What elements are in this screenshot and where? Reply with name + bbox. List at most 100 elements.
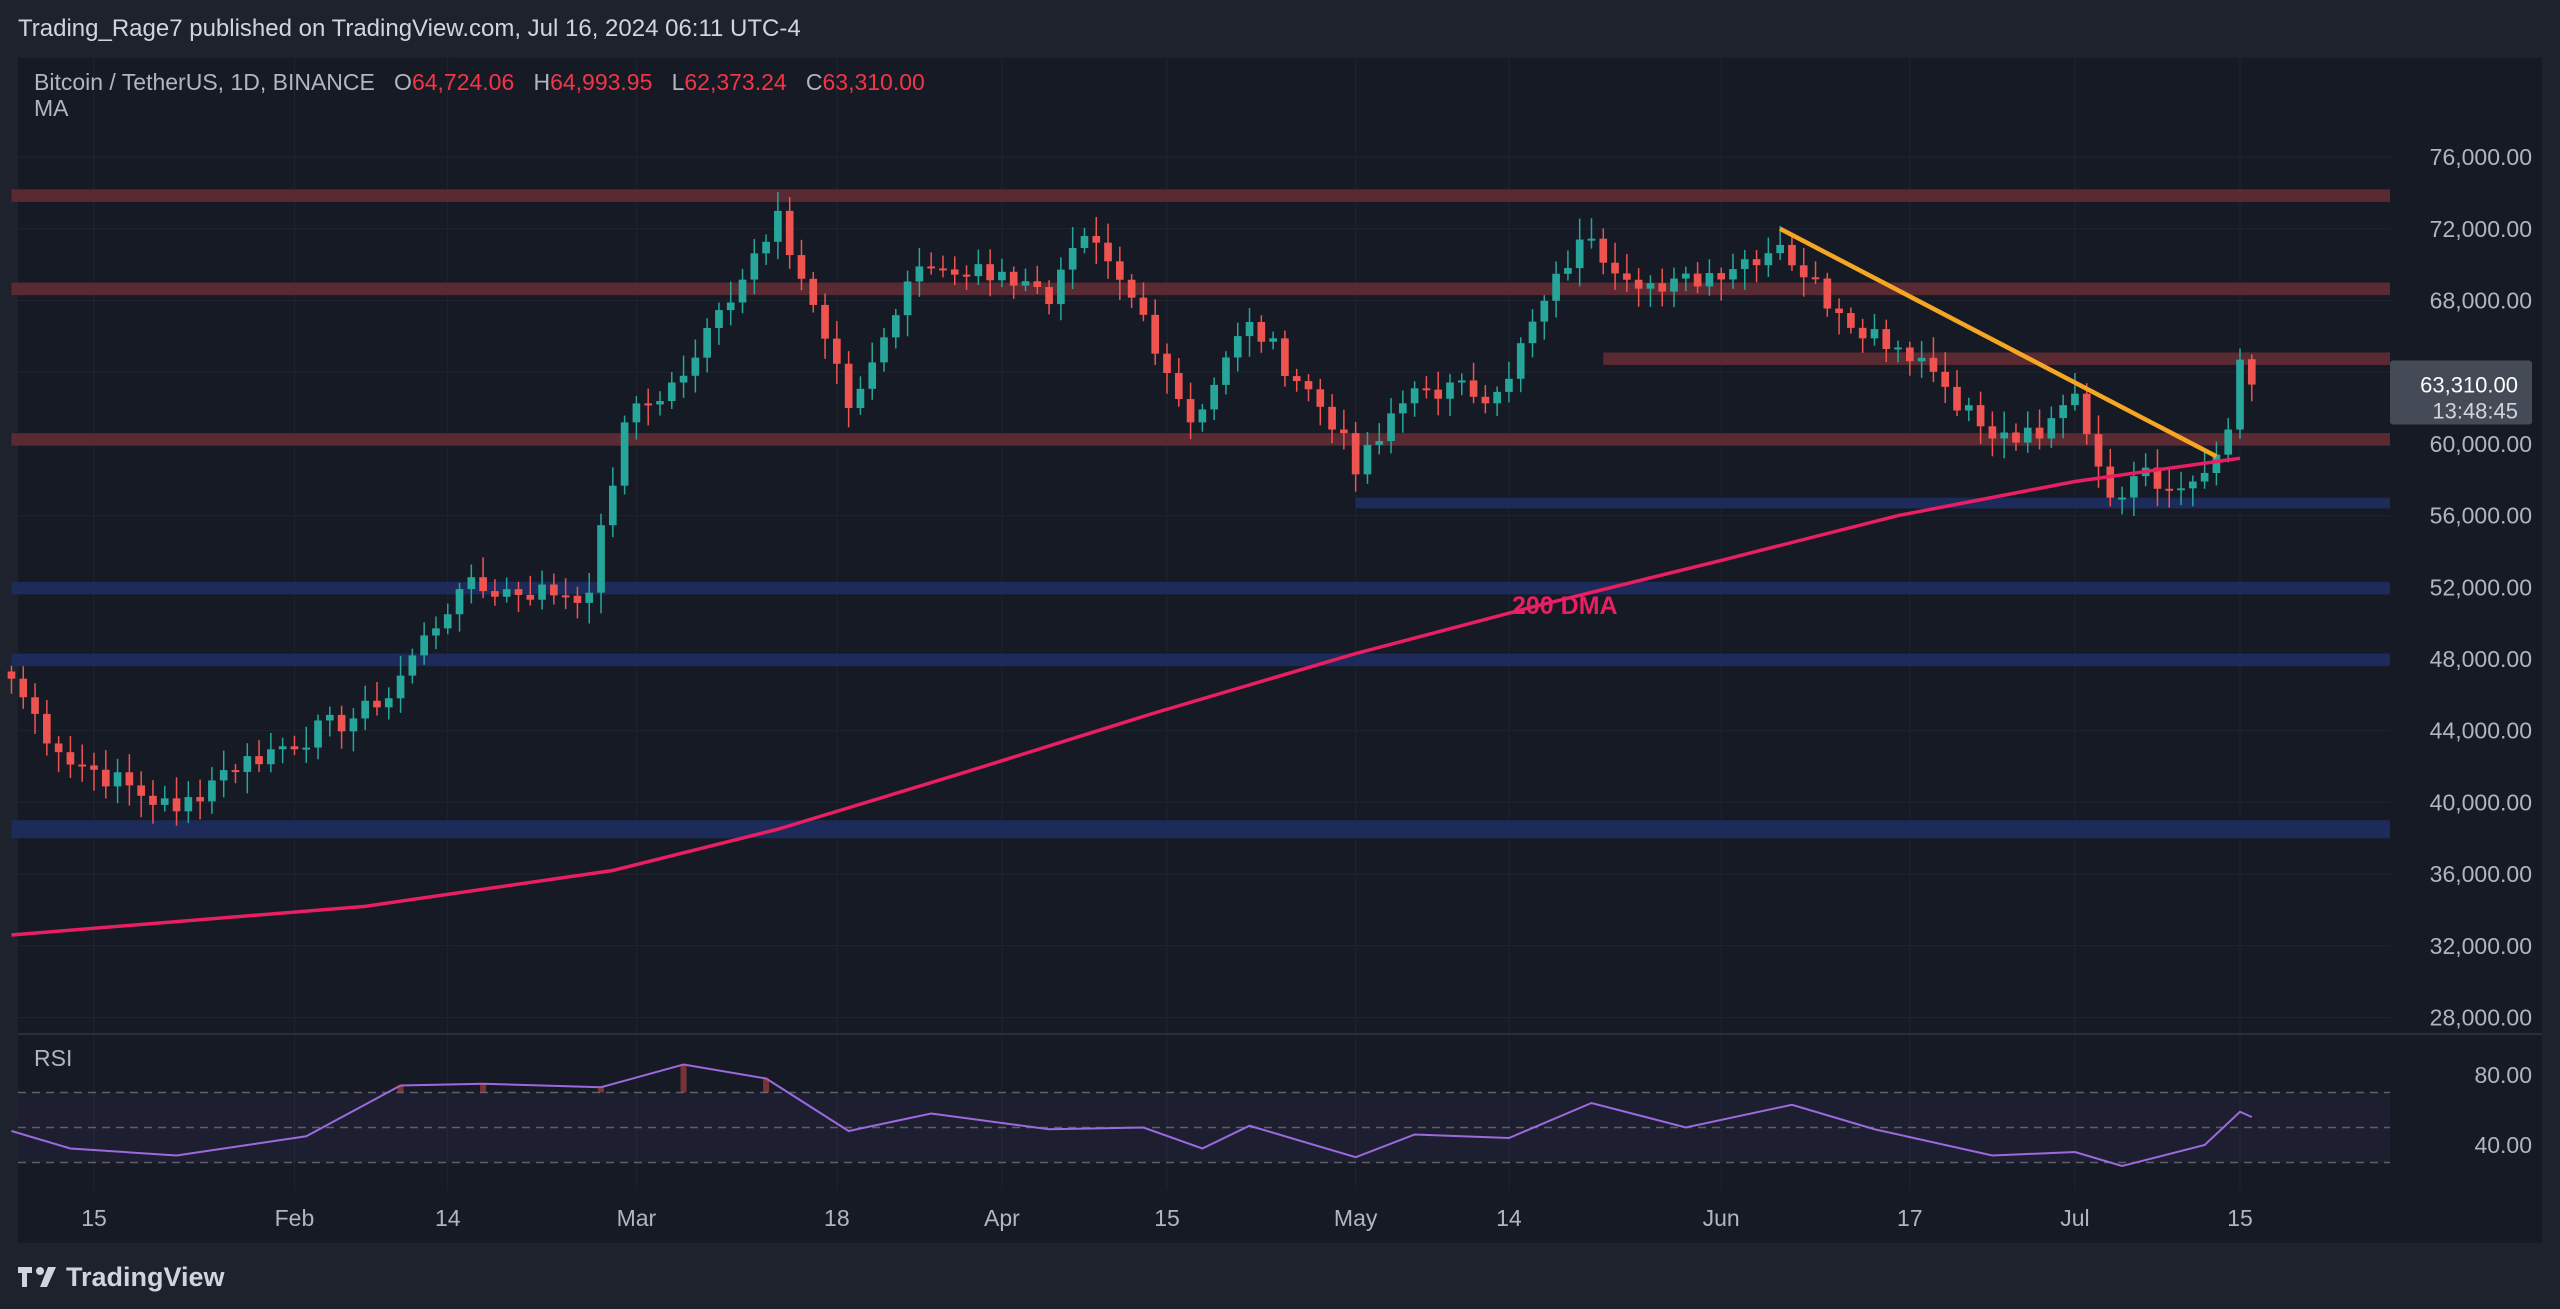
candle [1068, 227, 1077, 290]
candle-body [750, 253, 759, 280]
candle [349, 708, 358, 752]
candle-body [1163, 353, 1171, 374]
candle-body [1340, 429, 1348, 434]
candle [691, 339, 700, 393]
candle-body [2012, 432, 2020, 443]
candle [243, 743, 252, 794]
candle-body [1281, 338, 1289, 377]
candle [1422, 376, 1431, 399]
candle-body [1870, 329, 1879, 339]
candle [2236, 348, 2244, 439]
candle-body [667, 382, 676, 402]
low-value: 62,373.24 [684, 69, 787, 95]
candle [514, 581, 523, 613]
last-price-tag [2390, 360, 2532, 425]
candle [1906, 341, 1914, 376]
candle [1304, 374, 1313, 402]
support-zone [11, 581, 2391, 595]
candle-body [550, 584, 558, 596]
candle-body [1304, 381, 1313, 390]
candle [1870, 313, 1879, 346]
candle-body [443, 614, 452, 629]
candle [1163, 343, 1171, 394]
candle [986, 249, 994, 297]
candle-body [1552, 273, 1560, 301]
candle [2012, 423, 2020, 451]
candle [962, 265, 971, 290]
candle-body [231, 770, 240, 773]
candle-body [2212, 454, 2221, 473]
candle [1835, 298, 1843, 335]
candle [1387, 398, 1395, 454]
candle-body [1222, 357, 1230, 385]
candle-body [1752, 259, 1761, 266]
candle-body [1729, 269, 1737, 280]
candle-body [656, 401, 664, 405]
candle-body [1988, 426, 1997, 439]
candle-body [1894, 347, 1902, 350]
candle-body [255, 756, 263, 765]
candle [337, 705, 346, 749]
candle-body [950, 269, 959, 275]
candle [561, 578, 570, 610]
candle-body [1316, 389, 1325, 407]
indicator-ma-label[interactable]: MA [34, 95, 69, 121]
symbol-label[interactable]: Bitcoin / TetherUS, 1D, BINANCE [34, 69, 375, 95]
candle-body [880, 337, 888, 363]
candle [1811, 261, 1820, 284]
candle-body [573, 595, 582, 603]
candle-body [785, 210, 794, 256]
candle-body [1929, 357, 1938, 372]
candle [974, 249, 983, 285]
publish-header: Trading_Rage7 published on TradingView.c… [0, 0, 2560, 58]
candle-body [1835, 308, 1843, 314]
candle [939, 255, 947, 278]
candle [443, 603, 452, 635]
candle-body [1847, 313, 1855, 328]
candle [1351, 421, 1360, 492]
candle-body [1139, 297, 1148, 315]
candle [903, 270, 912, 337]
candle [1446, 373, 1454, 416]
candle-body [1646, 283, 1655, 289]
candle [750, 238, 759, 295]
resistance-zone [11, 189, 2391, 202]
chart-panel[interactable] [18, 58, 2542, 1243]
candle [125, 754, 134, 806]
candle [1434, 371, 1443, 416]
candle [1988, 411, 1997, 457]
candle [2177, 471, 2185, 506]
candle-body [1764, 253, 1773, 266]
candle-body [1151, 314, 1160, 354]
candle-body [2059, 405, 2067, 419]
candle [373, 681, 381, 716]
candle [2094, 415, 2103, 488]
candle-body [1127, 279, 1136, 298]
candle [1057, 257, 1065, 321]
candle-body [1292, 376, 1301, 382]
support-zone [11, 820, 2391, 839]
support-zone [1355, 497, 2390, 509]
candle [255, 740, 263, 773]
candle-body [502, 589, 511, 597]
candle-body [608, 485, 617, 526]
candle-body [844, 363, 853, 409]
candle-body [1623, 273, 1631, 280]
x-axis-tick-label: Jul [2060, 1205, 2089, 1231]
candle-body [1233, 336, 1242, 358]
candle [2212, 441, 2221, 486]
candle-body [1941, 371, 1950, 387]
rsi-axis-tick-label: 80.00 [2474, 1062, 2532, 1088]
candle-body [479, 577, 487, 592]
candle-body [1953, 386, 1961, 411]
candle [1929, 337, 1938, 383]
candle-body [1245, 321, 1254, 337]
candle-body [1198, 409, 1207, 423]
candle-body [278, 746, 287, 750]
candle-body [2189, 481, 2197, 489]
candle-body [538, 584, 546, 600]
candle [113, 758, 122, 804]
candle [1599, 228, 1608, 275]
candle-body [1811, 277, 1820, 280]
